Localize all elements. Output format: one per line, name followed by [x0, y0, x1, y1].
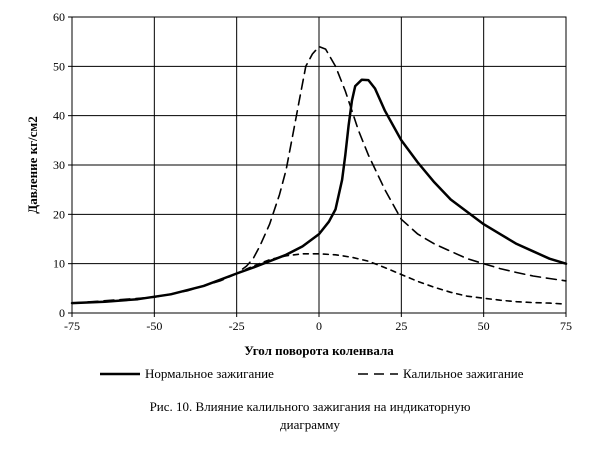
y-tick-label: 50 [53, 59, 65, 73]
x-tick-label: 75 [560, 319, 572, 333]
legend-label-hot: Калильное зажигание [403, 366, 524, 381]
x-tick-label: -50 [146, 319, 162, 333]
x-tick-label: 0 [316, 319, 322, 333]
x-tick-label: -75 [64, 319, 80, 333]
caption-line-1: Рис. 10. Влияние калильного зажигания на… [149, 399, 471, 414]
x-tick-label: -25 [229, 319, 245, 333]
series-hot-ignition [71, 45, 567, 304]
x-tick-label: 25 [395, 319, 407, 333]
legend-label-normal: Нормальное зажигание [145, 366, 274, 381]
y-tick-label: 40 [53, 109, 65, 123]
y-tick-label: 0 [59, 306, 65, 320]
y-tick-label: 60 [53, 10, 65, 24]
y-axis-title: Давление кг/см2 [25, 116, 40, 214]
y-tick-label: 10 [53, 257, 65, 271]
legend: Нормальное зажигание Калильное зажигание [100, 366, 524, 381]
series-normal-ignition [70, 78, 568, 305]
chart: -75 -50 -25 0 25 50 75 0 10 20 30 40 50 60 Давление к… [25, 10, 572, 381]
caption-line-2: диаграмму [280, 417, 340, 432]
x-tick-label: 50 [478, 319, 490, 333]
y-tick-label: 20 [53, 207, 65, 221]
y-tick-label: 30 [53, 158, 65, 172]
figure-caption: Рис. 10. Влияние калильного зажигания на… [60, 398, 560, 434]
x-axis-title: Угол поворота коленвала [244, 343, 394, 358]
series-residual-pressure [235, 253, 567, 305]
